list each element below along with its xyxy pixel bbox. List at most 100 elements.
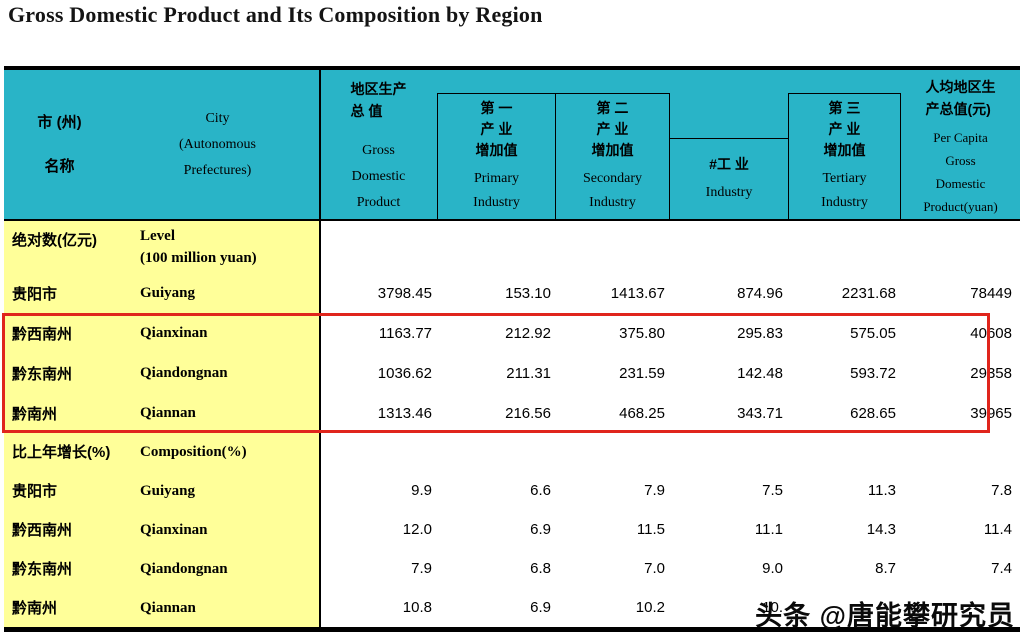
row-label-zh: 黔东南州 xyxy=(4,549,115,588)
empty-cell xyxy=(670,433,788,471)
empty-cell xyxy=(320,433,437,471)
value-cell: 11.5 xyxy=(556,510,670,549)
header-line: 市 (州) xyxy=(37,113,82,131)
value-cell: 2231.68 xyxy=(788,273,901,313)
section-header-row: 绝对数(亿元) Level (100 million yuan) xyxy=(4,221,1020,273)
header-line: 第 三 xyxy=(828,100,861,116)
value-cell: 14.3 xyxy=(788,510,901,549)
value-cell: 3798.45 xyxy=(320,273,437,313)
row-label-en: Guiyang xyxy=(115,273,320,313)
value-cell: 343.71 xyxy=(670,393,788,433)
value-cell: 6.9 xyxy=(437,588,556,627)
watermark: 头条 @唐能攀研究员 xyxy=(755,601,1015,631)
empty-cell xyxy=(901,433,1020,471)
header-primary-en: Primary Industry xyxy=(473,167,520,215)
header-line: 第 二 xyxy=(596,100,629,116)
header-line: 产总值(元) xyxy=(925,101,991,117)
row-label-en: Qiandongnan xyxy=(115,549,320,588)
section-header-row: 比上年增长(%) Composition(%) xyxy=(4,433,1020,471)
header-secondary-en: Secondary Industry xyxy=(583,167,642,215)
value-cell: 10. xyxy=(670,588,788,627)
value-cell: 7.9 xyxy=(556,471,670,510)
section-label-en: Composition(%) xyxy=(115,433,320,471)
value-cell: 295.83 xyxy=(670,313,788,353)
header-line: Tertiary xyxy=(822,171,867,186)
value-cell: 216.56 xyxy=(437,393,556,433)
value-cell xyxy=(901,588,1020,627)
header-line: 产 业 xyxy=(480,121,513,137)
value-cell: 153.10 xyxy=(437,273,556,313)
table-row: 黔西南州 Qianxinan 1163.77 212.92 375.80 295.83 57… xyxy=(4,313,1020,353)
header-industry-en: Industry xyxy=(706,181,753,205)
value-cell: 212.92 xyxy=(437,313,556,353)
header-line: 人均地区生 xyxy=(925,79,996,95)
table-vertical-divider xyxy=(319,66,321,632)
empty-cell xyxy=(320,221,437,273)
table-row: 黔南州 Qiannan 1313.46 216.56 468.25 343.71 628.6… xyxy=(4,393,1020,433)
empty-cell xyxy=(437,433,556,471)
section-label-zh: 比上年增长(%) xyxy=(4,433,115,471)
value-cell: 12.0 xyxy=(320,510,437,549)
header-line: 地区生产 xyxy=(350,81,407,97)
header-line: 总 值 xyxy=(350,103,383,119)
table-row: 贵阳市 Guiyang 9.9 6.6 7.9 7.5 11.3 7.8 xyxy=(4,471,1020,510)
value-cell: 40608 xyxy=(901,313,1020,353)
value-cell: 78449 xyxy=(901,273,1020,313)
table-row: 黔东南州 Qiandongnan 1036.62 211.31 231.59 142.48… xyxy=(4,353,1020,393)
row-label-zh: 黔南州 xyxy=(4,393,115,433)
value-cell: 1313.46 xyxy=(320,393,437,433)
header-line: Primary xyxy=(473,171,520,186)
value-cell: 10.2 xyxy=(556,588,670,627)
header-line: Gross xyxy=(362,143,395,158)
value-cell: 39965 xyxy=(901,393,1020,433)
value-cell: 874.96 xyxy=(670,273,788,313)
header-line: #工 业 xyxy=(709,155,749,172)
header-line: Industry xyxy=(821,195,868,210)
header-tertiary: 第 三 产 业 增加值 Tertiary Industry xyxy=(788,70,901,219)
header-line: 名称 xyxy=(44,157,75,175)
empty-cell xyxy=(670,221,788,273)
table-top-rule xyxy=(4,66,1020,70)
header-secondary-box: 第 二 产 业 增加值 Secondary Industry xyxy=(556,93,670,219)
value-cell: 1163.77 xyxy=(320,313,437,353)
header-primary-box: 第 一 产 业 增加值 Primary Industry xyxy=(437,93,556,219)
value-cell: 375.80 xyxy=(556,313,670,353)
value-cell: 593.72 xyxy=(788,353,901,393)
header-line: 增加值 xyxy=(591,142,634,158)
row-label-zh: 黔东南州 xyxy=(4,353,115,393)
table-row: 贵阳市 Guiyang 3798.45 153.10 1413.67 874.96 2231… xyxy=(4,273,1020,313)
header-line: 增加值 xyxy=(475,142,518,158)
header-line: 增加值 xyxy=(823,142,866,158)
row-label-zh: 贵阳市 xyxy=(4,471,115,510)
value-cell: 468.25 xyxy=(556,393,670,433)
table-header: 市 (州) 名称 City (Autonomous Prefectures) 地… xyxy=(4,70,1020,219)
value-cell: 9.9 xyxy=(320,471,437,510)
header-line: City xyxy=(205,110,230,126)
row-label-en: Qiannan xyxy=(115,588,320,627)
value-cell: 7.9 xyxy=(320,549,437,588)
value-cell: 1036.62 xyxy=(320,353,437,393)
header-industry: #工 业 Industry xyxy=(670,70,788,219)
header-line: Product(yuan) xyxy=(923,199,998,214)
value-cell: 231.59 xyxy=(556,353,670,393)
header-gdp: 地区生产 总 值 Gross Domestic Product xyxy=(320,70,437,219)
row-label-en: Guiyang xyxy=(115,471,320,510)
empty-cell xyxy=(437,221,556,273)
section-label-zh: 绝对数(亿元) xyxy=(4,221,115,273)
header-line: 产 业 xyxy=(596,121,629,137)
empty-cell xyxy=(788,433,901,471)
page-title: Gross Domestic Product and Its Compositi… xyxy=(8,2,543,27)
row-label-zh: 黔西南州 xyxy=(4,313,115,353)
header-city: City (Autonomous Prefectures) xyxy=(115,70,320,219)
header-line: Domestic xyxy=(935,176,986,191)
value-cell: 142.48 xyxy=(670,353,788,393)
header-line: Industry xyxy=(705,184,753,200)
empty-cell xyxy=(556,433,670,471)
value-cell: 6.6 xyxy=(437,471,556,510)
header-line: Gross xyxy=(945,153,976,168)
table-body: 绝对数(亿元) Level (100 million yuan) 贵阳市 Guiyang… xyxy=(2,221,1020,627)
value-cell: 7.5 xyxy=(670,471,788,510)
value-cell: 11.4 xyxy=(901,510,1020,549)
header-line: Industry xyxy=(473,195,520,210)
empty-cell xyxy=(788,221,901,273)
